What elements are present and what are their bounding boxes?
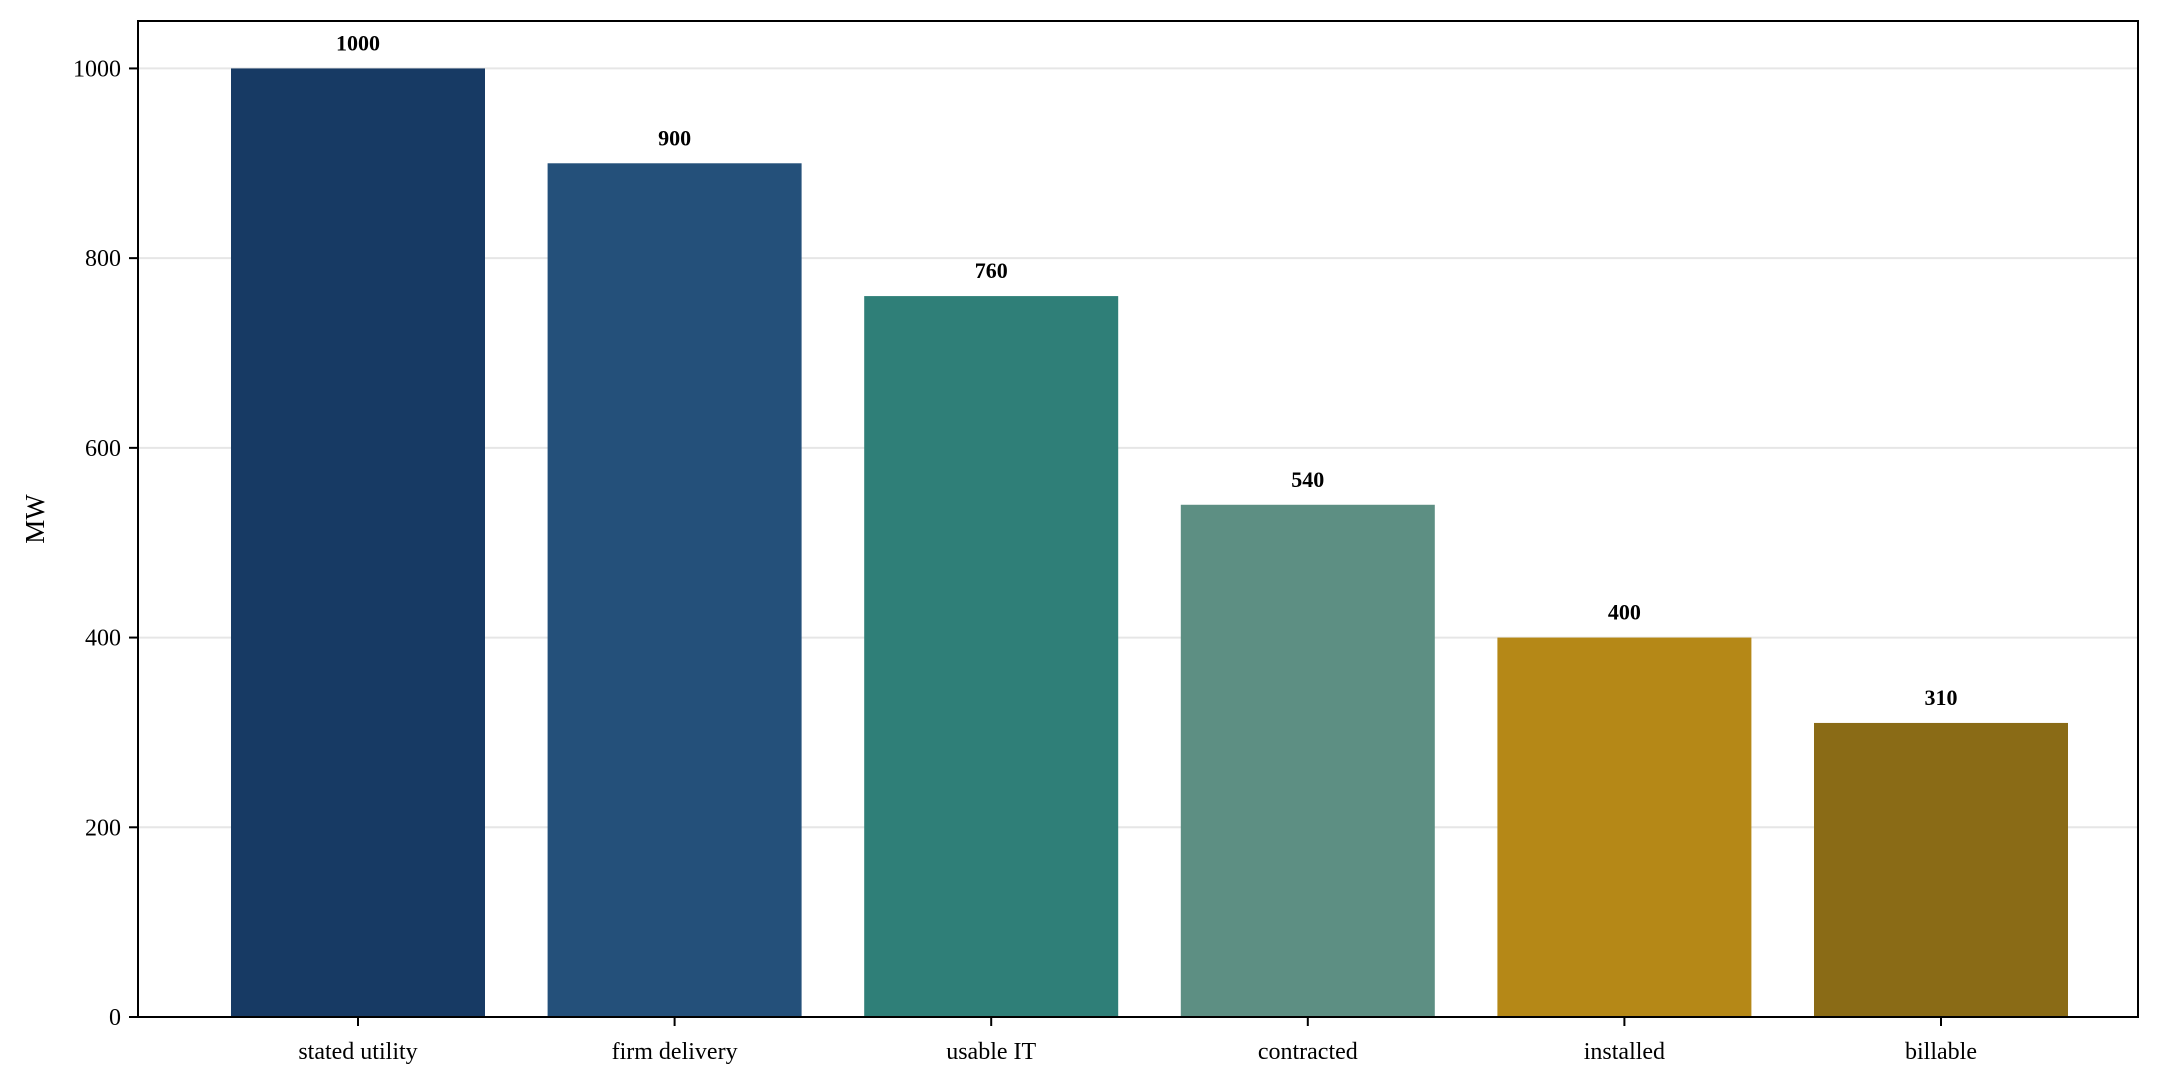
y-tick-label: 0: [109, 1005, 121, 1031]
x-tick-label: installed: [1584, 1039, 1665, 1065]
bar-value-label: 900: [658, 125, 691, 150]
bar-usable-it: [864, 296, 1119, 1018]
bar-contracted: [1180, 504, 1435, 1017]
bar-firm-delivery: [547, 163, 802, 1018]
bar-billable: [1814, 722, 2068, 1017]
y-axis-label: MW: [20, 494, 50, 544]
y-axis-ticks: 0 200 400 600 800 1000: [73, 56, 138, 1031]
bar-value-label: 310: [1925, 685, 1958, 710]
x-axis-ticks: stated utility firm delivery usable IT cont…: [298, 1017, 1977, 1065]
x-tick-label: billable: [1905, 1039, 1977, 1065]
y-tick-label: 400: [85, 626, 121, 652]
x-tick-label: contracted: [1258, 1039, 1358, 1065]
bar-stated-utility: [231, 68, 485, 1017]
x-tick-label: firm delivery: [612, 1039, 738, 1065]
bars: [231, 68, 2068, 1018]
y-tick-label: 800: [85, 246, 121, 272]
x-tick-label: stated utility: [298, 1039, 417, 1065]
y-tick-label: 600: [85, 436, 121, 462]
x-tick-label: usable IT: [946, 1039, 1036, 1065]
bar-value-label: 1000: [336, 30, 380, 55]
bar-value-label: 760: [975, 258, 1008, 283]
bar-installed: [1497, 637, 1752, 1017]
value-labels: 1000 900 760 540 400 310: [336, 30, 1958, 710]
bar-value-label: 400: [1608, 600, 1641, 625]
bar-value-label: 540: [1291, 467, 1324, 492]
plot-frame: [137, 20, 2139, 1018]
y-tick-label: 200: [85, 815, 121, 841]
y-tick-label: 1000: [73, 56, 121, 82]
